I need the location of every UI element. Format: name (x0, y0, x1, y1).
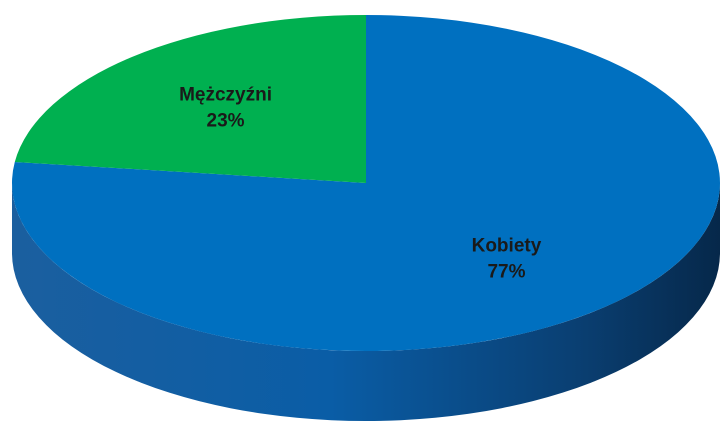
slice-side (12, 183, 720, 421)
slice-value-label: 23% (207, 110, 245, 131)
slice (14, 15, 367, 183)
slice-value-label: 77% (487, 262, 525, 283)
slice-label: Mężczyźni (179, 84, 272, 105)
slice-label: Kobiety (472, 236, 542, 257)
slice (11, 15, 721, 352)
